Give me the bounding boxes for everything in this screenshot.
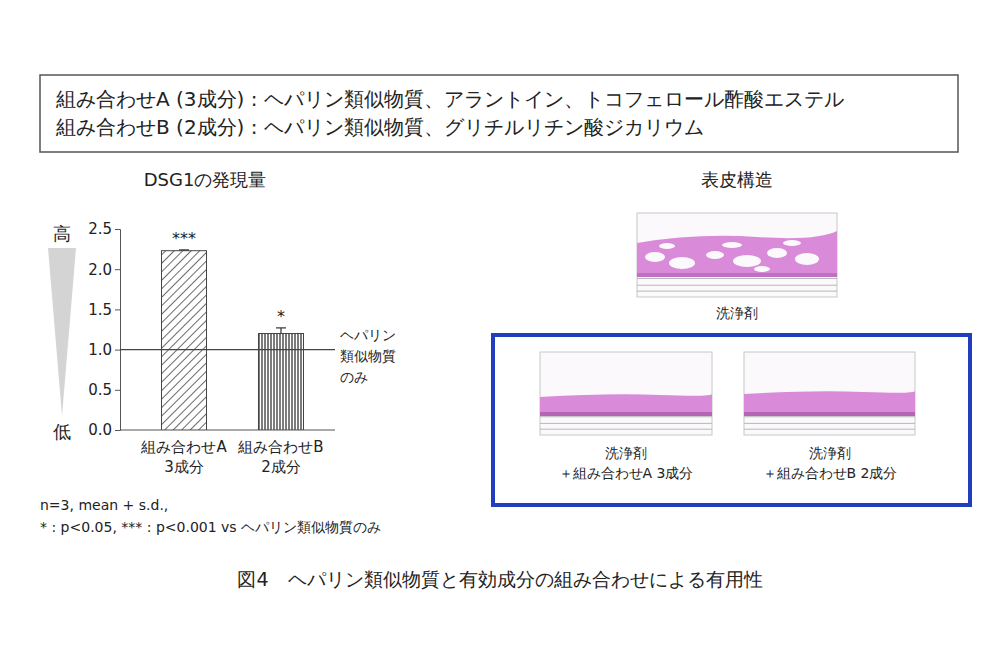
x-tick-label: 組み合わせB2成分	[237, 438, 323, 476]
reference-line	[120, 349, 335, 350]
x-tick-label: 組み合わせA3成分	[140, 438, 227, 476]
images-title: 表皮構造	[701, 169, 773, 190]
error-stem	[280, 328, 281, 334]
tissue-image	[637, 213, 837, 297]
y-tick-mark	[115, 350, 120, 351]
epidermis	[637, 231, 837, 275]
epidermis	[744, 391, 915, 416]
header-line: 組み合わせB (2成分) : ヘパリン類似物質、グリチルリチン酸ジカリウム	[55, 115, 704, 139]
image-frame	[637, 213, 837, 297]
y-tick-mark	[115, 309, 120, 310]
image-label: 洗浄剤	[605, 445, 647, 461]
tissue-gap	[669, 257, 695, 269]
header-box	[40, 75, 958, 152]
y-tick: 2.0	[88, 261, 120, 279]
error-cap	[179, 249, 189, 250]
tissue-gap	[706, 251, 724, 259]
error-bar	[276, 328, 286, 334]
y-tick: 0.5	[88, 381, 120, 399]
membrane-line	[540, 416, 712, 417]
y-tick-mark	[115, 269, 120, 270]
membrane-line	[637, 285, 837, 286]
y-tick-mark	[115, 430, 120, 431]
membrane-line	[744, 429, 915, 430]
bar	[162, 251, 207, 430]
tissue-image	[744, 352, 915, 435]
y-tick-label: 0.5	[88, 381, 112, 399]
significance-mark: *	[277, 307, 285, 326]
membrane-line	[540, 429, 712, 430]
image-label: ＋組み合わせB 2成分	[763, 465, 898, 481]
axis-label-low: 低	[53, 421, 71, 442]
y-tick-label: 1.5	[88, 301, 112, 319]
header-line: 組み合わせA (3成分) : ヘパリン類似物質、アラントイン、トコフェロール酢酸…	[55, 87, 844, 111]
footnote: n=3, mean + s.d.,	[40, 497, 168, 513]
caption: 図4 ヘパリン類似物質と有効成分の組み合わせによる有用性	[237, 568, 762, 590]
membrane-line	[637, 278, 837, 279]
basal-layer	[744, 412, 915, 416]
membrane-line	[637, 291, 837, 292]
y-tick-label: 0.0	[88, 421, 112, 439]
bar	[258, 334, 303, 430]
tissue-gap	[659, 243, 675, 249]
y-axis: 0.0 0.5 1.0 1.5 2.0 2.5	[88, 220, 120, 439]
axis-label-high: 高	[53, 223, 71, 244]
reference-label: 類似物質	[340, 348, 396, 364]
tissue-gap	[733, 255, 761, 267]
tissue-gap	[645, 252, 665, 262]
chart-title: DSG1の発現量	[144, 169, 267, 190]
y-tick-label: 1.0	[88, 341, 112, 359]
image-frame	[540, 352, 712, 435]
highlight-box	[493, 335, 970, 505]
figure: 組み合わせA (3成分) : ヘパリン類似物質、アラントイン、トコフェロール酢酸…	[0, 0, 1000, 670]
error-cap	[276, 327, 286, 328]
image-label: 洗浄剤	[809, 445, 851, 461]
tissue-image	[540, 352, 712, 435]
image-label: ＋組み合わせA 3成分	[559, 465, 694, 481]
basal-layer	[637, 273, 837, 277]
tissue-gap	[722, 242, 742, 248]
footnote: * : p<0.05, *** : p<0.001 vs ヘパリン類似物質のみ	[40, 519, 381, 535]
basal-layer	[540, 412, 712, 416]
y-axis-line	[115, 230, 121, 431]
y-tick-mark	[115, 390, 120, 391]
y-tick: 2.5	[88, 220, 120, 238]
y-tick-mark	[115, 229, 120, 230]
plot-area	[162, 250, 304, 430]
tissue-gap	[754, 266, 770, 272]
y-tick: 1.5	[88, 301, 120, 319]
gradient-triangle	[48, 248, 76, 416]
membrane-line	[540, 423, 712, 424]
epidermis	[540, 394, 712, 416]
y-tick-label: 2.5	[88, 220, 112, 238]
y-tick: 1.0	[88, 341, 120, 359]
reference-label: ヘパリン	[340, 327, 396, 343]
image-label: 洗浄剤	[716, 305, 758, 321]
membrane-line	[744, 423, 915, 424]
reference-label: のみ	[340, 369, 368, 385]
tissue-gap	[795, 253, 819, 265]
tissue-gap	[767, 248, 787, 258]
y-tick-label: 2.0	[88, 261, 112, 279]
error-bar	[179, 249, 189, 251]
membrane-line	[744, 416, 915, 417]
y-tick: 0.0	[88, 421, 120, 439]
image-frame	[744, 352, 915, 435]
significance-mark: ***	[172, 229, 196, 248]
tissue-gap	[783, 240, 801, 246]
